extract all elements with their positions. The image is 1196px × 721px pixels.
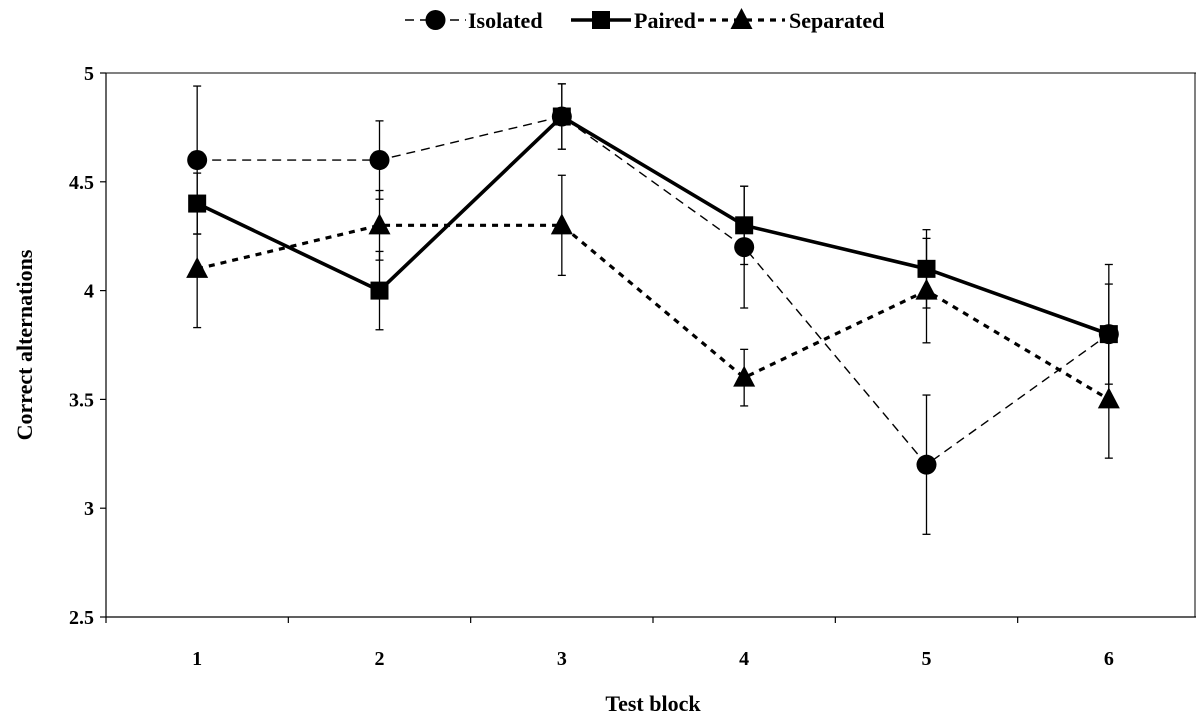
series-separated bbox=[186, 174, 1120, 459]
series-line bbox=[197, 115, 1110, 466]
x-tick-label: 2 bbox=[375, 648, 385, 670]
x-axis-label: Test block bbox=[605, 691, 701, 716]
data-point-circle bbox=[369, 150, 390, 171]
legend-marker-triangle bbox=[730, 8, 753, 29]
series-isolated bbox=[187, 83, 1119, 535]
y-tick-label: 2.5 bbox=[69, 607, 94, 629]
data-point-square bbox=[735, 216, 754, 235]
data-point-triangle bbox=[1097, 387, 1120, 409]
data-point-triangle bbox=[550, 213, 573, 235]
data-point-triangle bbox=[915, 278, 938, 300]
series-line bbox=[196, 114, 1110, 336]
y-tick-label: 5 bbox=[84, 63, 94, 85]
legend: Isolated Paired Separated bbox=[405, 8, 884, 33]
data-point-circle bbox=[187, 150, 208, 171]
legend-item-separated: Separated bbox=[698, 8, 884, 33]
series-layer bbox=[186, 83, 1120, 535]
legend-marker-square bbox=[592, 11, 610, 29]
legend-item-paired: Paired bbox=[571, 8, 696, 33]
legend-marker-circle bbox=[425, 10, 446, 30]
data-point-triangle bbox=[186, 256, 209, 278]
data-point-circle bbox=[916, 454, 937, 475]
x-tick-label: 3 bbox=[557, 648, 567, 670]
y-tick-label: 3 bbox=[84, 498, 94, 520]
data-point-triangle bbox=[733, 365, 756, 387]
data-point-square bbox=[370, 281, 389, 300]
x-tick-label: 1 bbox=[192, 648, 202, 670]
legend-label: Paired bbox=[634, 8, 696, 33]
data-point-square bbox=[1099, 325, 1118, 344]
x-tick-label: 5 bbox=[922, 648, 932, 670]
y-tick-label: 4.5 bbox=[69, 172, 94, 194]
y-tick-label: 3.5 bbox=[69, 389, 94, 411]
legend-label: Separated bbox=[789, 8, 884, 33]
series-line bbox=[196, 223, 1110, 401]
x-tick-label: 4 bbox=[739, 648, 749, 670]
y-axis-label: Correct alternations bbox=[12, 249, 37, 440]
data-point-square bbox=[552, 107, 571, 126]
x-tick-label: 6 bbox=[1104, 648, 1114, 670]
legend-item-isolated: Isolated bbox=[405, 8, 543, 33]
y-tick-label: 4 bbox=[84, 281, 94, 303]
data-point-triangle bbox=[368, 213, 391, 235]
data-point-square bbox=[188, 194, 207, 213]
legend-label: Isolated bbox=[468, 8, 543, 33]
axes: 2.5 3 3.5 4 4.5 5 1 2 3 4 5 6 bbox=[69, 63, 1196, 670]
series-paired bbox=[188, 83, 1118, 385]
